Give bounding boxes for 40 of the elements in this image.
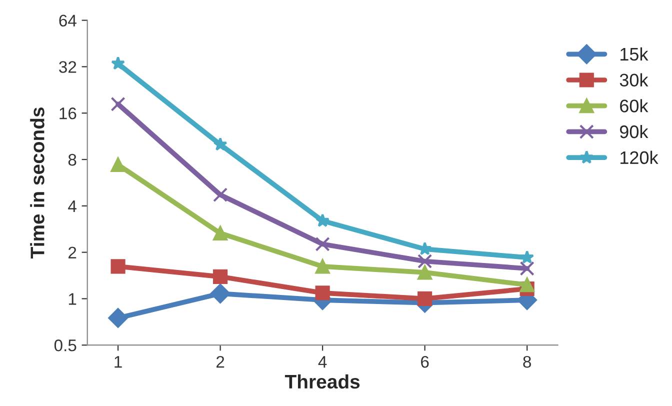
point <box>213 188 228 202</box>
point <box>418 291 432 306</box>
point <box>110 96 126 112</box>
point <box>213 137 228 151</box>
point <box>110 157 126 172</box>
legend-label: 30k <box>620 73 648 86</box>
point <box>315 286 330 300</box>
point <box>315 236 330 252</box>
point <box>520 278 534 292</box>
point <box>316 214 330 227</box>
point <box>418 265 432 280</box>
x-axis-title: Threads <box>284 374 360 389</box>
y-tick-label: 16 <box>60 108 76 120</box>
y-tick-label: 8 <box>68 154 76 166</box>
point <box>111 56 126 70</box>
point <box>110 259 126 274</box>
y-axis-title: Time in seconds <box>30 107 44 258</box>
legend-label: 60k <box>620 99 648 112</box>
y-tick-label: 32 <box>59 61 76 73</box>
point <box>315 259 330 274</box>
x-tick-label: 6 <box>421 356 429 368</box>
y-tick-label: 2 <box>68 246 76 258</box>
y-tick-label: 64 <box>59 14 76 27</box>
y-tick-label: 4 <box>68 200 76 212</box>
point <box>520 261 534 276</box>
x-tick-label: 1 <box>114 356 122 368</box>
point <box>520 250 534 264</box>
point <box>108 308 128 328</box>
x-tick-label: 2 <box>216 356 224 368</box>
legend-label: 15k <box>620 47 648 61</box>
y-tick-label: 0.5 <box>54 340 76 352</box>
y-tick-label: 1 <box>68 293 76 305</box>
legend-label: 90k <box>620 124 648 138</box>
point <box>210 284 230 304</box>
legend-label: 120k <box>620 150 658 164</box>
x-tick-label: 8 <box>523 356 531 368</box>
point <box>418 254 432 269</box>
point <box>213 226 228 241</box>
x-tick-label: 4 <box>318 356 327 368</box>
point <box>213 269 228 284</box>
